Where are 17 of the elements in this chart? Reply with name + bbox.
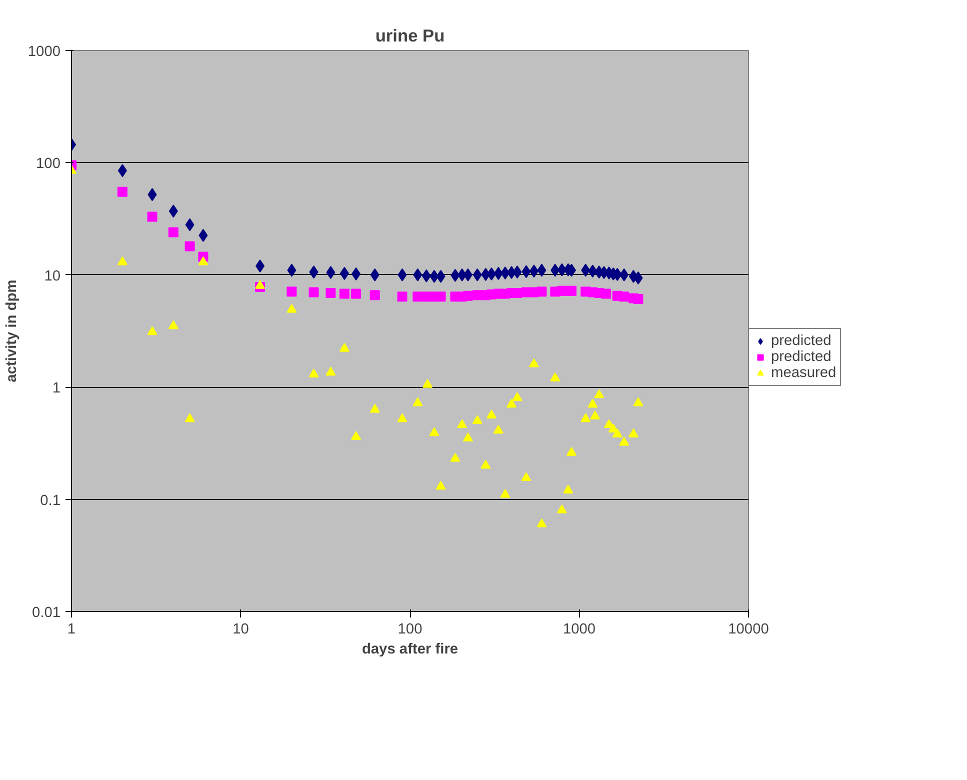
x-tick-label: 1000 <box>562 622 596 638</box>
legend-label: predicted <box>771 333 832 349</box>
y-tick-label: 1000 <box>28 44 61 60</box>
legend-label: measured <box>771 365 836 381</box>
x-tick-label: 100 <box>398 622 422 638</box>
chart-title: urine Pu <box>375 26 445 46</box>
y-axis-title: activity in dpm <box>4 280 20 382</box>
y-tick-label: 1 <box>52 380 61 397</box>
y-tick-label: 0.1 <box>40 492 60 509</box>
x-tick-label: 10000 <box>728 622 769 638</box>
x-tick-label: 1 <box>67 622 76 638</box>
x-tick-label: 10 <box>232 622 249 638</box>
y-tick-label: 100 <box>36 156 61 172</box>
y-tick-label: 0.01 <box>32 605 61 621</box>
x-axis-title: days after fire <box>362 642 458 658</box>
y-tick-label: 10 <box>44 268 61 284</box>
legend-label: predicted <box>771 349 832 365</box>
